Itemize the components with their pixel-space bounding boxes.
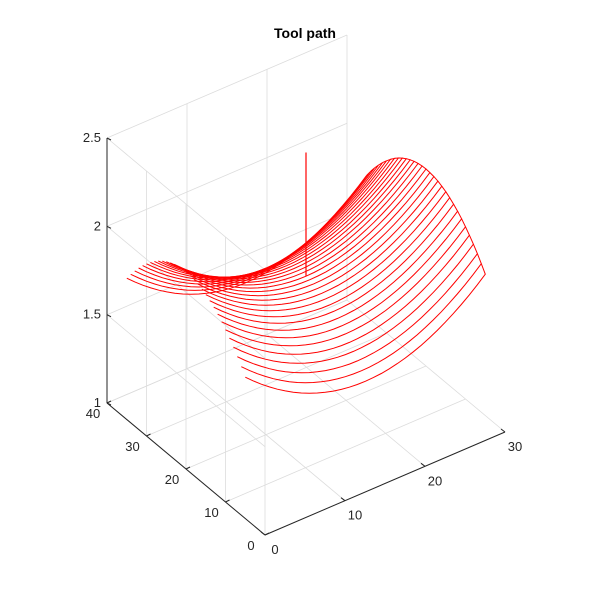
tool-path-pass <box>237 244 478 374</box>
tool-path-pass <box>177 160 419 284</box>
grid-line <box>225 398 466 503</box>
z-tick-label: 1.5 <box>83 307 101 322</box>
grid-line <box>106 122 348 227</box>
tool-path-pass <box>162 157 404 278</box>
x-tick-mark <box>420 462 426 467</box>
data-layer <box>126 152 486 394</box>
grid-line <box>106 225 266 359</box>
grid-layer <box>106 34 506 536</box>
tool-path-pass <box>193 172 435 297</box>
x-tick-mark <box>500 428 506 433</box>
y-tick-mark <box>146 433 151 437</box>
y-tick-label: 40 <box>86 406 100 421</box>
z-tick-mark <box>106 225 112 229</box>
y-tick-label: 20 <box>165 472 179 487</box>
tool-path-pass <box>241 253 482 384</box>
z-tick-mark <box>106 137 112 141</box>
tool-path-pass <box>229 226 470 355</box>
x-tick-label: 10 <box>348 508 362 523</box>
grid-line <box>185 365 427 470</box>
z-tick-label: 2.5 <box>83 130 101 145</box>
tool-path-pass <box>126 174 368 295</box>
z-tick-mark <box>106 314 112 318</box>
y-tick-label: 0 <box>247 538 254 553</box>
z-tick-label: 2 <box>94 218 101 233</box>
tool-path-pass <box>233 234 474 364</box>
z-tick-mark <box>106 402 112 406</box>
ticks-layer: 0 10 20 30 0 10 20 30 401 1.5 2 2.5 <box>83 130 522 557</box>
y-tick-mark <box>106 400 112 404</box>
tool-path-pass <box>209 191 451 318</box>
y-tick-mark <box>225 499 230 503</box>
y-tick-mark <box>185 466 191 470</box>
tool-path-pass <box>146 160 387 281</box>
tool-path-pass <box>217 203 459 331</box>
grid-line <box>146 332 387 437</box>
tool-path-pass <box>154 157 396 279</box>
tool-path-pass <box>201 180 443 306</box>
tool-path-pass <box>245 263 486 394</box>
tool-path-pass <box>225 218 467 347</box>
x-tick-mark <box>340 497 346 502</box>
grid-line <box>106 314 266 448</box>
tool-path-pass <box>205 185 447 312</box>
tool-path-pass <box>158 157 400 278</box>
y-tick-mark <box>264 532 270 536</box>
tool-path-pass <box>134 167 375 288</box>
y-tick-label: 10 <box>204 505 218 520</box>
grid-line <box>106 299 348 404</box>
tool-path-pass <box>189 168 431 293</box>
x-tick-label: 0 <box>271 542 278 557</box>
tool-path-pass <box>221 210 463 339</box>
chart-title: Tool path <box>274 25 336 41</box>
grid-line <box>106 34 348 139</box>
tool-path-pass <box>213 197 455 324</box>
z-tick-label: 1 <box>94 395 101 410</box>
x-tick-label: 30 <box>508 439 522 454</box>
x-tick-label: 20 <box>428 473 442 488</box>
x-tick-mark <box>260 531 266 536</box>
grid-line <box>106 137 266 271</box>
x-axis-line <box>264 431 506 536</box>
tool-path-pass <box>138 164 379 285</box>
y-tick-label: 30 <box>125 439 139 454</box>
tool-path-pass <box>197 176 439 301</box>
grid-line <box>106 211 348 316</box>
